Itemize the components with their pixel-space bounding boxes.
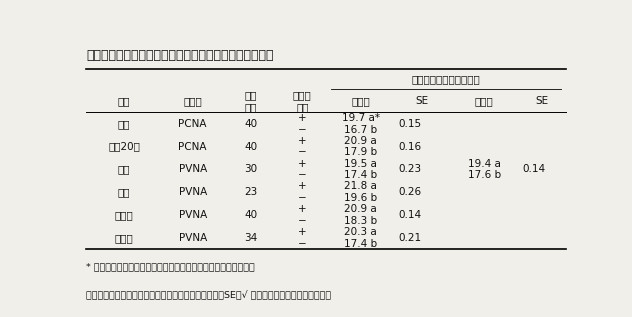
Text: 0.21: 0.21 [399, 233, 422, 243]
Text: 果頂部: 果頂部 [351, 96, 370, 106]
Text: 34: 34 [245, 233, 258, 243]
Text: 0.14: 0.14 [399, 210, 422, 220]
Text: * 条紋の有無と果実の反復を２要因とする分散分析により検定。: * 条紋の有無と果実の反復を２要因とする分散分析により検定。 [87, 262, 255, 272]
Text: 20.9 a
17.9 b: 20.9 a 17.9 b [344, 136, 377, 158]
Text: 0.15: 0.15 [399, 119, 422, 129]
Text: 40: 40 [245, 119, 257, 129]
Text: 21.8 a
19.6 b: 21.8 a 19.6 b [344, 181, 377, 203]
Text: +
−: + − [298, 204, 307, 226]
Text: 19.4 a
17.6 b: 19.4 a 17.6 b [468, 158, 501, 180]
Text: SE: SE [416, 96, 429, 106]
Text: 太秋: 太秋 [118, 119, 130, 129]
Text: 興津20号: 興津20号 [108, 142, 140, 152]
Text: 40: 40 [245, 210, 257, 220]
Text: 20.9 a
18.3 b: 20.9 a 18.3 b [344, 204, 377, 226]
Text: +
−: + − [298, 158, 307, 180]
Text: PVNA: PVNA [178, 187, 207, 197]
Text: 40: 40 [245, 142, 257, 152]
Text: 御富: 御富 [118, 187, 130, 197]
Text: 0.14: 0.14 [522, 165, 545, 174]
Text: PVNA: PVNA [178, 165, 207, 174]
Text: SE: SE [536, 96, 549, 106]
Text: PCNA: PCNA [178, 119, 207, 129]
Text: 19.7 a*
16.7 b: 19.7 a* 16.7 b [342, 113, 380, 135]
Text: 赤道部: 赤道部 [475, 96, 494, 106]
Text: 甘渋性: 甘渋性 [183, 96, 202, 106]
Text: 0.26: 0.26 [399, 187, 422, 197]
Text: 品種: 品種 [118, 96, 130, 106]
Text: +
−: + − [298, 181, 307, 203]
Text: PVNA: PVNA [178, 233, 207, 243]
Text: 各品種について異文字間に５％水準で有意差有り。SEは√ 誤差分散／調査果数　で得た。: 各品種について異文字間に５％水準で有意差有り。SEは√ 誤差分散／調査果数 で得… [87, 291, 331, 300]
Text: 調査
果数: 調査 果数 [245, 90, 257, 112]
Text: 0.16: 0.16 [399, 142, 422, 152]
Text: +
−: + − [298, 227, 307, 249]
Text: 甘百目: 甘百目 [114, 233, 133, 243]
Text: +
−: + − [298, 113, 307, 135]
Text: 0.23: 0.23 [399, 165, 422, 174]
Text: PVNA: PVNA [178, 210, 207, 220]
Text: 20.3 a
17.4 b: 20.3 a 17.4 b [344, 227, 377, 249]
Text: 水島: 水島 [118, 165, 130, 174]
Text: 19.5 a
17.4 b: 19.5 a 17.4 b [344, 158, 377, 180]
Text: 可溶性固形物含量（％）: 可溶性固形物含量（％） [412, 74, 481, 84]
Text: 条紋の
有無: 条紋の 有無 [293, 90, 312, 112]
Text: 30: 30 [245, 165, 257, 174]
Text: +
−: + − [298, 136, 307, 158]
Text: 表１．条紋がカキ果実の可溶性固形物含量に及ぼす影響: 表１．条紋がカキ果実の可溶性固形物含量に及ぼす影響 [87, 49, 274, 62]
Text: 23: 23 [245, 187, 258, 197]
Text: PCNA: PCNA [178, 142, 207, 152]
Text: 禅寺丸: 禅寺丸 [114, 210, 133, 220]
